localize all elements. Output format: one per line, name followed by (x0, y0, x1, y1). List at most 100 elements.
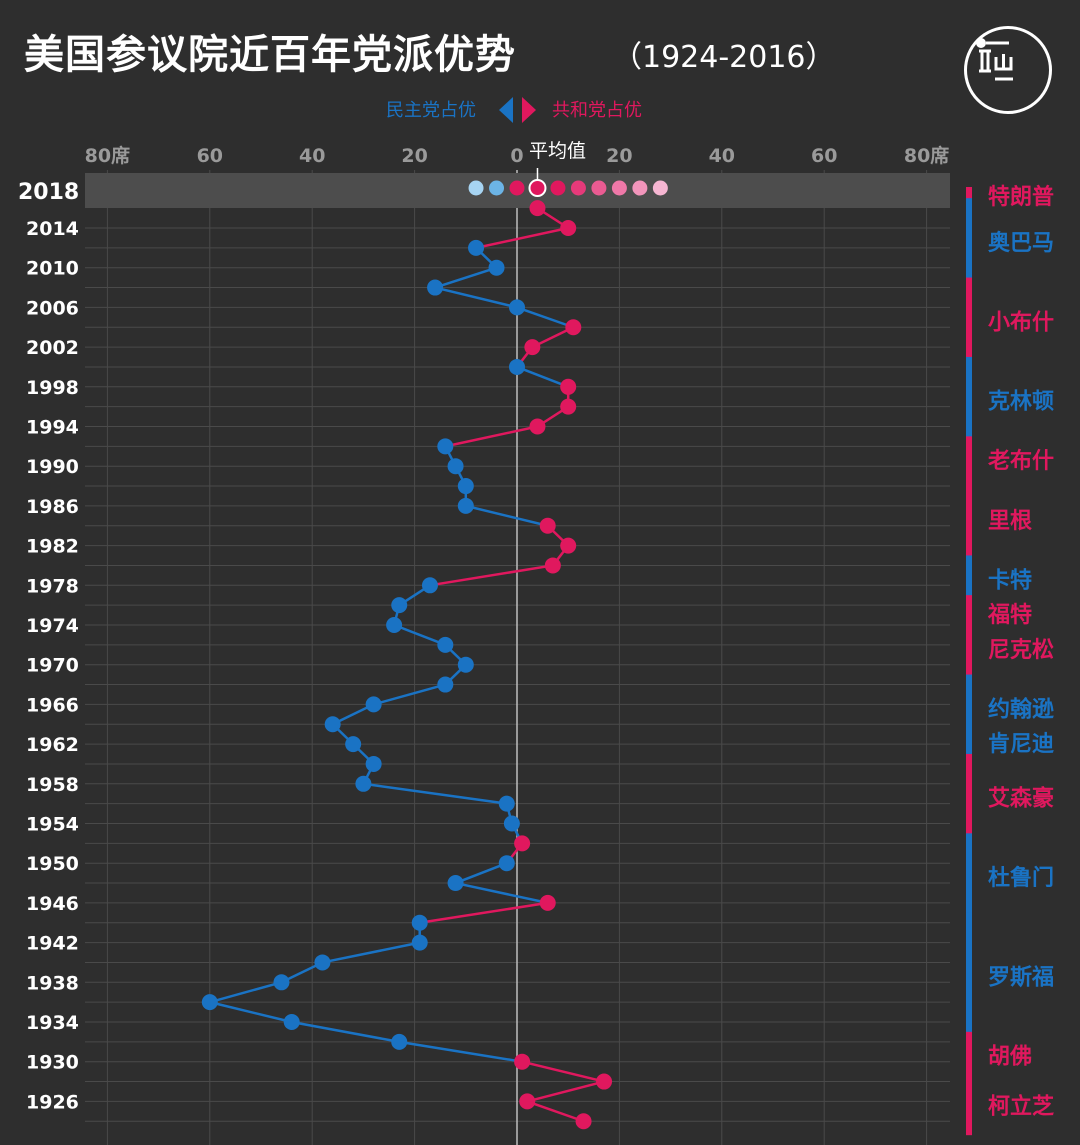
data-point (437, 636, 454, 653)
x-tick-label: 60 (197, 145, 223, 167)
data-point (498, 795, 515, 812)
president-term-bar (966, 674, 972, 739)
president-label: 卡特 (988, 567, 1032, 593)
series-line-segment (475, 226, 569, 250)
data-point (447, 875, 464, 892)
series-line-segment (322, 941, 420, 964)
data-point (457, 656, 474, 673)
data-point (519, 1093, 536, 1110)
data-point (488, 259, 505, 276)
president-label: 福特 (987, 602, 1032, 628)
series-line-segment (455, 881, 548, 905)
president-label: 罗斯福 (988, 964, 1054, 990)
president-term-bar (966, 1031, 972, 1076)
series-line-segment (291, 1020, 400, 1044)
data-point (560, 398, 577, 415)
series-line-segment (445, 425, 538, 448)
y-tick-label: 1966 (26, 694, 79, 716)
y-tick-label: 1942 (26, 933, 79, 955)
president-label: 杜鲁门 (988, 865, 1054, 891)
projection-point (632, 180, 648, 196)
x-tick-label: 80席 (85, 144, 130, 167)
projection-point (550, 180, 566, 196)
data-point (524, 339, 541, 356)
y-tick-label: 1930 (26, 1052, 79, 1074)
x-tick-label: 0 (510, 145, 523, 167)
data-point (365, 755, 382, 772)
series-line-segment (373, 683, 446, 706)
y-tick-label: 1986 (26, 496, 79, 518)
y-tick-label: 2018 (18, 180, 79, 205)
projection-point (652, 180, 668, 196)
projection-point (509, 180, 525, 196)
data-point (314, 954, 331, 971)
y-tick-label: 1990 (26, 456, 79, 478)
data-point (498, 855, 515, 872)
y-tick-label: 1954 (26, 814, 79, 836)
data-point (560, 378, 577, 395)
president-label: 小布什 (988, 309, 1054, 335)
data-point (529, 418, 546, 435)
projection-point (591, 180, 607, 196)
data-point (457, 497, 474, 514)
data-point (529, 200, 546, 217)
chart-subtitle: （1924-2016） (612, 40, 836, 75)
president-label: 肯尼迪 (988, 732, 1054, 757)
y-tick-label: 1998 (26, 377, 79, 399)
data-point (201, 994, 218, 1011)
president-term-bar (966, 436, 972, 481)
y-tick-label: 2010 (26, 258, 79, 280)
data-point (437, 438, 454, 455)
data-point (345, 736, 362, 753)
data-point (447, 458, 464, 475)
series-line-segment (521, 1060, 605, 1083)
brand-logo (964, 26, 1052, 114)
data-point (324, 716, 341, 733)
y-tick-label: 1958 (26, 774, 79, 796)
president-label: 胡佛 (988, 1045, 1032, 1070)
data-point (355, 775, 372, 792)
y-tick-label: 1962 (26, 734, 79, 756)
y-tick-label: 2006 (26, 297, 79, 319)
data-point (421, 577, 438, 594)
series-line-segment (429, 564, 554, 587)
data-point (386, 617, 403, 633)
y-tick-label: 1982 (26, 536, 79, 558)
data-point (539, 894, 556, 911)
data-point (365, 696, 382, 713)
president-term-bar (966, 724, 972, 759)
president-term-bar (966, 833, 972, 917)
data-point (539, 517, 556, 534)
series-line-segment (434, 266, 497, 289)
y-tick-label: 1950 (26, 853, 79, 875)
data-point (283, 1014, 300, 1030)
data-point (503, 815, 520, 832)
president-label: 尼克松 (988, 637, 1054, 663)
x-tick-label: 60 (811, 145, 837, 167)
data-point (560, 220, 577, 236)
data-point (437, 676, 454, 693)
projection-point (468, 180, 484, 196)
projection-point (489, 180, 505, 196)
data-point (391, 597, 408, 614)
data-point (273, 974, 290, 991)
data-point (391, 1033, 408, 1050)
data-point (457, 478, 474, 495)
y-tick-label: 1946 (26, 893, 79, 915)
data-point (514, 1053, 531, 1070)
data-point (427, 279, 444, 296)
logo-glyph-icon (976, 38, 1013, 81)
president-label: 柯立芝 (988, 1093, 1054, 1119)
series-line-segment (516, 306, 574, 329)
projection-point (570, 180, 586, 196)
president-term-bar (966, 753, 972, 838)
series-line-segment (516, 365, 569, 388)
y-tick-label: 1994 (26, 417, 79, 439)
y-tick-label: 1970 (26, 655, 79, 677)
series-line-segment (209, 981, 282, 1004)
republican-arrow-icon (522, 97, 536, 123)
series-line-segment (419, 901, 548, 924)
y-tick-label: 2002 (26, 337, 79, 359)
x-tick-label: 40 (709, 145, 735, 167)
